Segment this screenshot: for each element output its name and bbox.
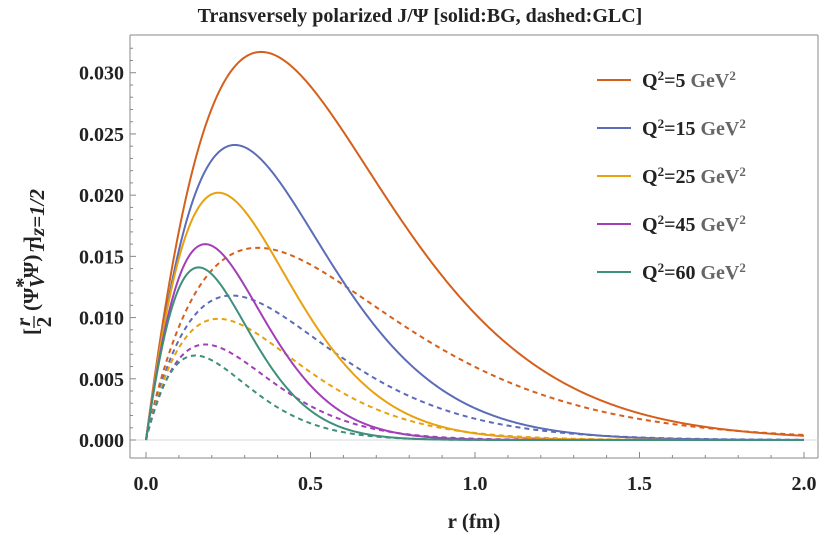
legend-label: Q2=45 GeV2 bbox=[642, 212, 746, 237]
legend-unit-sup: 2 bbox=[739, 164, 746, 179]
y-tick-label: 0.015 bbox=[79, 246, 124, 268]
x-ticks: 0.0 0.5 1.0 1.5 2.0 bbox=[134, 452, 817, 495]
legend-q-sup: 2 bbox=[658, 68, 665, 83]
y-tick-label: 0.020 bbox=[79, 185, 124, 207]
legend-q-value: =45 bbox=[664, 214, 695, 236]
legend-q-label: Q bbox=[642, 166, 658, 188]
legend-label: Q2=25 GeV2 bbox=[642, 164, 746, 189]
y-ticks: 0.000 0.005 0.010 0.015 0.020 0.025 0.030 bbox=[79, 47, 136, 452]
y-tick-label: 0.005 bbox=[79, 369, 124, 391]
x-tick-label: 0.0 bbox=[134, 473, 159, 495]
legend-q-label: Q bbox=[642, 70, 658, 92]
legend-unit: GeV bbox=[695, 166, 739, 188]
y-label-bracket-open: [ bbox=[19, 328, 43, 335]
y-label-frac-den: 2 bbox=[32, 317, 56, 328]
y-label-star: * bbox=[11, 278, 35, 289]
y-label-z-sub: z=1/2 bbox=[25, 189, 49, 237]
legend-unit-sup: 2 bbox=[739, 212, 746, 227]
legend-label: Q2=5 GeV2 bbox=[642, 68, 736, 93]
y-tick-label: 0.025 bbox=[79, 124, 124, 146]
y-tick-label: 0.030 bbox=[79, 63, 124, 85]
series-line-q2-15-glc-dashed bbox=[145, 294, 805, 441]
series-lines bbox=[145, 50, 805, 441]
series-line-q2-5-glc-dashed bbox=[145, 246, 805, 441]
legend-unit: GeV bbox=[685, 70, 729, 92]
x-tick-label: 1.0 bbox=[463, 473, 488, 495]
legend-unit: GeV bbox=[695, 118, 739, 140]
legend-label: Q2=60 GeV2 bbox=[642, 260, 746, 285]
y-label-psi-close: Ψ) bbox=[19, 255, 43, 278]
legend-q-value: =5 bbox=[664, 70, 685, 92]
legend-q-value: =25 bbox=[664, 166, 695, 188]
y-label-v-sub: V bbox=[25, 272, 49, 288]
x-tick-label: 2.0 bbox=[792, 473, 817, 495]
legend-q-label: Q bbox=[642, 214, 658, 236]
y-tick-label: 0.010 bbox=[79, 308, 124, 330]
x-tick-label: 1.5 bbox=[627, 473, 652, 495]
legend-q-sup: 2 bbox=[658, 116, 665, 131]
legend-q-sup: 2 bbox=[658, 212, 665, 227]
chart-title: Transversely polarized J/Ψ [solid:BG, da… bbox=[198, 5, 643, 27]
series-line-q2-60-bg-solid bbox=[145, 266, 804, 441]
legend-q-sup: 2 bbox=[658, 164, 665, 179]
y-label-frac-num: r bbox=[11, 317, 35, 326]
y-label-t-sub: T bbox=[25, 239, 49, 253]
legend-unit-sup: 2 bbox=[729, 68, 736, 83]
legend-q-value: =15 bbox=[664, 118, 695, 140]
y-tick-label: 0.000 bbox=[79, 430, 124, 452]
legend-label: Q2=15 GeV2 bbox=[642, 116, 746, 141]
y-axis-label: [ r 2 (Ψ * V Ψ) T ] z=1/2 bbox=[11, 189, 56, 335]
legend-q-label: Q bbox=[642, 262, 658, 284]
legend-q-label: Q bbox=[642, 118, 658, 140]
x-axis-label: r (fm) bbox=[448, 509, 501, 533]
legend-unit: GeV bbox=[695, 214, 739, 236]
legend-q-sup: 2 bbox=[658, 260, 665, 275]
series-line-q2-5-bg-solid bbox=[145, 50, 805, 441]
legend-q-value: =60 bbox=[664, 262, 695, 284]
y-label-psi-open: (Ψ bbox=[19, 287, 43, 311]
y-label-bracket-close: ] bbox=[19, 236, 43, 243]
x-tick-label: 0.5 bbox=[298, 473, 323, 495]
legend-unit-sup: 2 bbox=[739, 260, 746, 275]
legend-unit-sup: 2 bbox=[739, 116, 746, 131]
legend-unit: GeV bbox=[695, 262, 739, 284]
